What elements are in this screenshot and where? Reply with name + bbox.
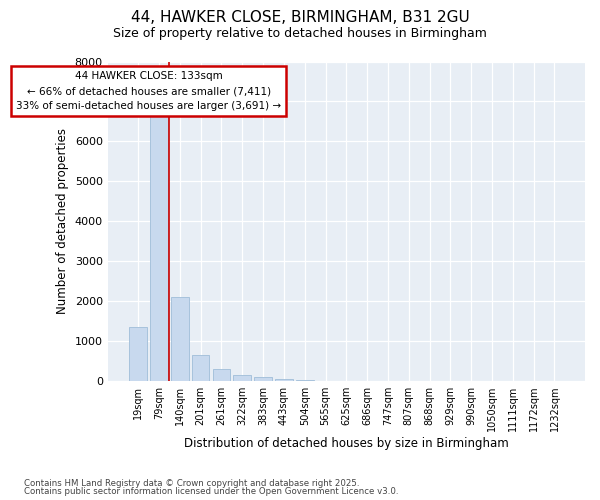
Text: Contains HM Land Registry data © Crown copyright and database right 2025.: Contains HM Land Registry data © Crown c…: [24, 478, 359, 488]
Bar: [171, 297, 188, 381]
Text: Contains public sector information licensed under the Open Government Licence v3: Contains public sector information licen…: [24, 487, 398, 496]
Y-axis label: Number of detached properties: Number of detached properties: [56, 128, 69, 314]
Bar: [192, 355, 209, 381]
Text: Size of property relative to detached houses in Birmingham: Size of property relative to detached ho…: [113, 28, 487, 40]
Bar: [212, 368, 230, 381]
Bar: [130, 327, 147, 381]
X-axis label: Distribution of detached houses by size in Birmingham: Distribution of detached houses by size …: [184, 437, 509, 450]
Bar: [150, 116, 168, 381]
Bar: [233, 374, 251, 381]
Text: 44, HAWKER CLOSE, BIRMINGHAM, B31 2GU: 44, HAWKER CLOSE, BIRMINGHAM, B31 2GU: [131, 10, 469, 25]
Text: 44 HAWKER CLOSE: 133sqm
← 66% of detached houses are smaller (7,411)
33% of semi: 44 HAWKER CLOSE: 133sqm ← 66% of detache…: [16, 72, 281, 111]
Bar: [275, 379, 293, 381]
Bar: [254, 378, 272, 381]
Bar: [296, 380, 314, 381]
